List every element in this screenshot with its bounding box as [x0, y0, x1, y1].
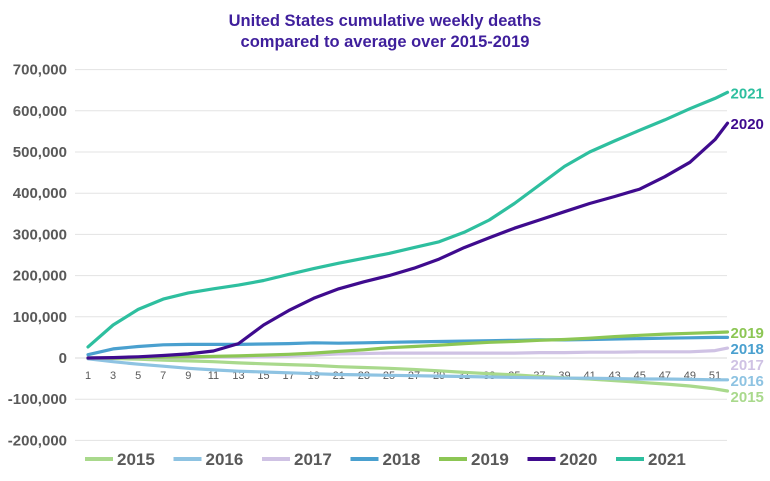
end-label-2018: 2018: [731, 341, 764, 358]
x-tick-label: 7: [160, 370, 166, 382]
legend-label-2017: 2017: [294, 450, 332, 469]
series-line-2016: [86, 357, 730, 382]
chart-title-line-2: compared to average over 2015-2019: [241, 33, 530, 51]
y-tick-label: 200,000: [13, 268, 67, 285]
series-line-2020: [86, 121, 730, 360]
y-tick-label: 400,000: [13, 185, 67, 202]
series-line-2018: [86, 335, 730, 357]
end-label-2017: 2017: [731, 357, 764, 374]
x-tick-label: 3: [110, 370, 116, 382]
end-label-2020: 2020: [731, 116, 764, 133]
series-line-2021: [86, 90, 730, 349]
x-tick-label: 19: [308, 370, 320, 382]
x-tick-label: 13: [232, 370, 244, 382]
x-tick-label: 1: [85, 370, 91, 382]
x-tick-label: 11: [208, 370, 219, 382]
legend-label-2019: 2019: [471, 450, 509, 469]
legend-label-2021: 2021: [648, 450, 686, 469]
y-tick-label: -200,000: [8, 432, 67, 449]
y-tick-label: 300,000: [13, 226, 67, 243]
x-tick-label: 5: [135, 370, 141, 382]
x-tick-label: 9: [185, 370, 191, 382]
end-label-2019: 2019: [731, 325, 764, 342]
legend-label-2015: 2015: [117, 450, 155, 469]
y-tick-label: -100,000: [8, 391, 67, 408]
legend-label-2020: 2020: [560, 450, 598, 469]
legend-label-2016: 2016: [206, 450, 244, 469]
y-tick-label: 100,000: [13, 309, 67, 326]
legend-label-2018: 2018: [383, 450, 421, 469]
end-label-2021: 2021: [731, 85, 764, 102]
y-tick-label: 500,000: [13, 144, 67, 161]
series-line-2015: [86, 356, 730, 393]
series-line-2019: [86, 330, 730, 360]
end-label-2015: 2015: [731, 389, 764, 406]
end-label-2016: 2016: [731, 373, 764, 390]
y-tick-label: 700,000: [13, 62, 67, 79]
chart-title-line-1: United States cumulative weekly deaths: [229, 12, 542, 30]
y-tick-label: 600,000: [13, 103, 67, 120]
y-tick-label: 0: [59, 350, 67, 367]
